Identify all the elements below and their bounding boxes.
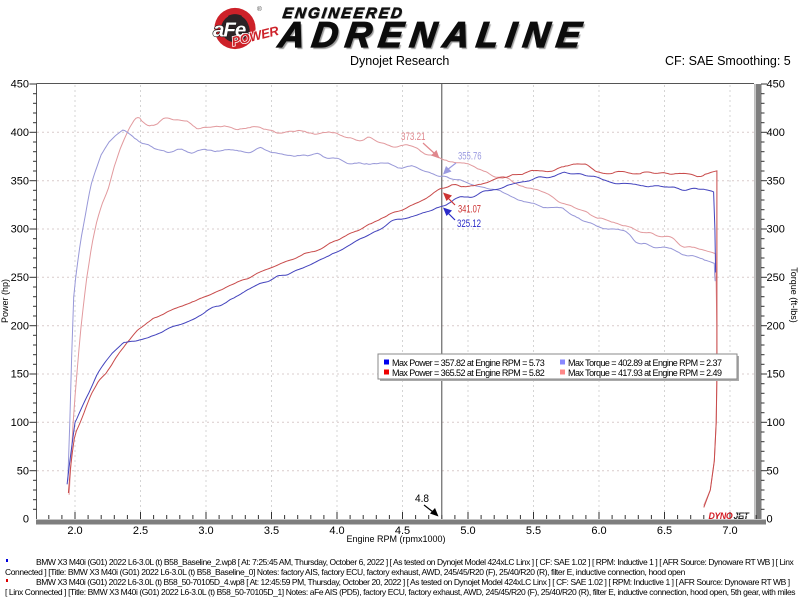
svg-text:Engine RPM (rpmx1000): Engine RPM (rpmx1000) (346, 534, 445, 544)
svg-text:Max Torque = 417.93 at Engine: Max Torque = 417.93 at Engine RPM = 2.49 (568, 368, 722, 378)
svg-text:300: 300 (11, 224, 29, 236)
svg-text:0: 0 (767, 514, 773, 526)
svg-text:150: 150 (767, 369, 785, 381)
svg-text:Power (hp): Power (hp) (0, 279, 10, 323)
svg-text:355.76: 355.76 (458, 151, 482, 163)
svg-text:4.0: 4.0 (329, 525, 344, 537)
svg-text:2.0: 2.0 (67, 525, 82, 537)
svg-text:6.5: 6.5 (657, 525, 672, 537)
svg-text:400: 400 (767, 127, 785, 139)
svg-text:450: 450 (767, 79, 785, 91)
svg-text:aFe: aFe (213, 19, 246, 42)
svg-text:JET: JET (734, 511, 750, 521)
svg-text:6.0: 6.0 (591, 525, 606, 537)
svg-text:5.5: 5.5 (526, 525, 541, 537)
svg-text:400: 400 (11, 127, 29, 139)
svg-text:450: 450 (11, 79, 29, 91)
svg-text:300: 300 (767, 224, 785, 236)
svg-text:250: 250 (767, 272, 785, 284)
svg-text:0: 0 (23, 514, 29, 526)
svg-text:350: 350 (11, 175, 29, 187)
svg-text:5.0: 5.0 (460, 525, 475, 537)
svg-text:200: 200 (767, 320, 785, 332)
svg-text:350: 350 (767, 175, 785, 187)
svg-text:250: 250 (11, 272, 29, 284)
svg-text:Torque (ft-lbs): Torque (ft-lbs) (789, 267, 799, 323)
svg-text:DYNO: DYNO (709, 511, 733, 521)
svg-text:341.07: 341.07 (458, 204, 481, 216)
svg-text:2.5: 2.5 (133, 525, 148, 537)
svg-text:3.5: 3.5 (264, 525, 279, 537)
svg-text:50: 50 (767, 465, 779, 477)
svg-text:®: ® (257, 5, 262, 13)
svg-text:Max Power = 357.82 at Engine R: Max Power = 357.82 at Engine RPM = 5.73 (392, 358, 545, 368)
svg-text:3.0: 3.0 (198, 525, 213, 537)
svg-text:Max Torque = 402.89 at Engine: Max Torque = 402.89 at Engine RPM = 2.37 (568, 358, 722, 368)
svg-text:200: 200 (11, 320, 29, 332)
svg-text:373.21: 373.21 (401, 131, 426, 143)
svg-text:50: 50 (17, 465, 29, 477)
svg-text:100: 100 (11, 417, 29, 429)
svg-text:4.5: 4.5 (395, 525, 410, 537)
svg-text:150: 150 (11, 369, 29, 381)
svg-text:4.8: 4.8 (415, 493, 429, 505)
svg-text:325.12: 325.12 (457, 218, 481, 230)
svg-text:7.0: 7.0 (722, 525, 737, 537)
svg-text:100: 100 (767, 417, 785, 429)
svg-text:Max Power = 365.52 at Engine R: Max Power = 365.52 at Engine RPM = 5.82 (392, 368, 545, 378)
